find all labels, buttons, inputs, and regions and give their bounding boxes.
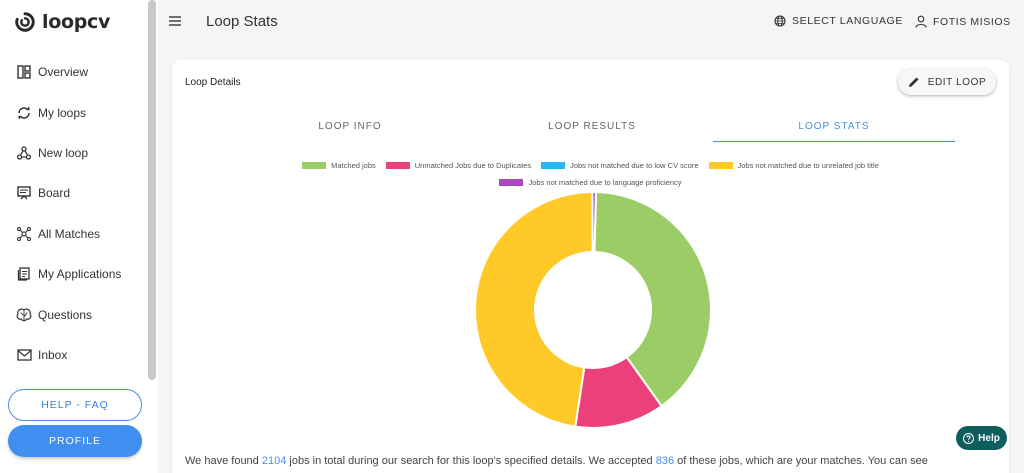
legend-item-language[interactable]: Jobs not matched due to language profici… bbox=[499, 177, 682, 187]
question-circle-icon bbox=[963, 432, 975, 444]
logo-text: loopcv bbox=[42, 11, 111, 33]
board-icon bbox=[15, 184, 33, 202]
edit-loop-label: EDIT LOOP bbox=[927, 76, 987, 88]
legend-item-duplicates[interactable]: Unmatched Jobs due to Duplicates bbox=[385, 160, 532, 170]
applications-icon bbox=[15, 265, 33, 283]
dashboard-icon bbox=[15, 63, 33, 81]
chart-slice-jobs-not-matched-due-to-language-proficiency[interactable] bbox=[591, 191, 597, 254]
sidebar-nav: Overview My loops New loop Board All Mat… bbox=[0, 52, 148, 375]
globe-icon bbox=[774, 15, 786, 27]
sidebar-item-label: My loops bbox=[38, 105, 87, 120]
legend-swatch bbox=[385, 161, 410, 169]
legend-item-unrelated-title[interactable]: Jobs not matched due to unrelated job ti… bbox=[708, 160, 879, 170]
legend-label: Jobs not matched due to unrelated job ti… bbox=[737, 160, 879, 170]
legend-swatch bbox=[541, 161, 566, 169]
legend-swatch bbox=[302, 161, 327, 169]
loop-tabs: LOOP INFO LOOP RESULTS LOOP STATS bbox=[229, 112, 955, 142]
edit-loop-button[interactable]: EDIT LOOP bbox=[898, 69, 996, 95]
sidebar-item-label: All Matches bbox=[38, 226, 101, 241]
select-language-label: SELECT LANGUAGE bbox=[792, 15, 903, 27]
sidebar-item-my-applications[interactable]: My Applications bbox=[0, 254, 148, 294]
sidebar-item-label: My Applications bbox=[38, 267, 122, 282]
help-chat-button[interactable]: Help bbox=[956, 426, 1007, 450]
page-title: Loop Stats bbox=[206, 13, 278, 30]
summary-part: We have found bbox=[185, 455, 262, 467]
legend-swatch bbox=[708, 161, 733, 169]
select-language-button[interactable]: SELECT LANGUAGE bbox=[774, 15, 903, 27]
brain-icon bbox=[15, 306, 33, 324]
mail-icon bbox=[15, 346, 33, 364]
summary-text: We have found 2104 jobs in total during … bbox=[185, 452, 997, 470]
sidebar-item-overview[interactable]: Overview bbox=[0, 52, 148, 92]
legend-swatch bbox=[499, 178, 524, 186]
chart-slice-matched-jobs[interactable] bbox=[593, 191, 712, 408]
chart-slice-jobs-not-matched-due-to-unrelated-job-title[interactable] bbox=[474, 190, 594, 428]
sidebar-item-inbox[interactable]: Inbox bbox=[0, 335, 148, 375]
chart-legend: Matched jobs Unmatched Jobs due to Dupli… bbox=[172, 160, 1009, 194]
user-menu-button[interactable]: FOTIS MISIOS bbox=[915, 15, 1011, 28]
accepted-jobs-count: 836 bbox=[655, 455, 675, 467]
legend-label: Unmatched Jobs due to Duplicates bbox=[414, 160, 532, 170]
sidebar-item-new-loop[interactable]: New loop bbox=[0, 133, 148, 173]
card-title: Loop Details bbox=[185, 77, 241, 88]
profile-button[interactable]: PROFILE bbox=[8, 425, 142, 457]
sidebar-item-label: Inbox bbox=[38, 347, 68, 362]
sidebar: loopcv Overview My loops New loop Board bbox=[0, 0, 158, 473]
legend-label: Jobs not matched due to language profici… bbox=[528, 177, 682, 187]
legend-row: Matched jobs Unmatched Jobs due to Dupli… bbox=[172, 160, 1009, 170]
loop-logo-icon bbox=[15, 12, 35, 32]
legend-label: Jobs not matched due to low CV score bbox=[570, 160, 699, 170]
hamburger-menu-icon[interactable] bbox=[168, 14, 182, 28]
total-jobs-count: 2104 bbox=[261, 455, 287, 467]
top-header: Loop Stats SELECT LANGUAGE FOTIS MISIOS bbox=[158, 0, 1024, 44]
help-faq-button[interactable]: HELP - FAQ bbox=[8, 389, 142, 421]
loop-details-card: Loop Details EDIT LOOP LOOP INFO LOOP RE… bbox=[172, 60, 1009, 473]
logo[interactable]: loopcv bbox=[14, 10, 110, 34]
legend-item-low-cv-score[interactable]: Jobs not matched due to low CV score bbox=[541, 160, 699, 170]
tab-loop-info[interactable]: LOOP INFO bbox=[318, 121, 382, 132]
sidebar-item-questions[interactable]: Questions bbox=[0, 294, 148, 334]
user-icon bbox=[915, 15, 927, 28]
sidebar-item-my-loops[interactable]: My loops bbox=[0, 92, 148, 132]
summary-part: jobs in total during our search for this… bbox=[286, 455, 656, 467]
doughnut-chart bbox=[474, 190, 712, 429]
legend-row: Jobs not matched due to language profici… bbox=[172, 177, 1009, 187]
network-icon bbox=[15, 225, 33, 243]
user-name: FOTIS MISIOS bbox=[933, 15, 1011, 28]
tab-loop-stats[interactable]: LOOP STATS bbox=[713, 112, 955, 142]
sidebar-item-board[interactable]: Board bbox=[0, 173, 148, 213]
legend-label: Matched jobs bbox=[331, 160, 376, 170]
sidebar-item-label: Overview bbox=[38, 65, 89, 80]
sidebar-item-label: Questions bbox=[38, 307, 93, 322]
legend-item-matched[interactable]: Matched jobs bbox=[302, 160, 376, 170]
share-nodes-icon bbox=[15, 144, 33, 162]
help-chat-label: Help bbox=[978, 432, 1000, 444]
pencil-icon bbox=[908, 77, 919, 87]
sidebar-item-label: Board bbox=[38, 186, 71, 201]
sidebar-scrollbar[interactable] bbox=[148, 0, 156, 380]
tab-loop-results[interactable]: LOOP RESULTS bbox=[548, 121, 636, 132]
sidebar-item-label: New loop bbox=[38, 145, 89, 160]
loop-icon bbox=[15, 104, 33, 122]
sidebar-item-all-matches[interactable]: All Matches bbox=[0, 214, 148, 254]
summary-part: of these jobs, which are your matches. Y… bbox=[674, 455, 928, 467]
